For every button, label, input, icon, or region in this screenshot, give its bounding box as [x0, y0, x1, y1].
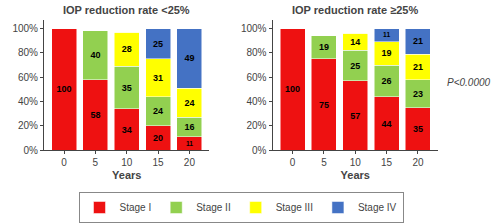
svg-text:28: 28 [122, 44, 132, 54]
svg-text:15: 15 [153, 157, 165, 168]
svg-text:10: 10 [350, 157, 362, 168]
svg-text:21: 21 [413, 62, 423, 72]
svg-text:24: 24 [184, 98, 194, 108]
svg-text:40%: 40% [247, 96, 267, 107]
svg-text:100: 100 [285, 84, 300, 94]
svg-text:0%: 0% [24, 145, 39, 156]
svg-text:0: 0 [61, 157, 67, 168]
svg-text:100%: 100% [12, 23, 38, 34]
svg-text:80%: 80% [18, 47, 38, 58]
svg-text:0: 0 [290, 157, 296, 168]
svg-text:26: 26 [382, 76, 392, 86]
svg-text:20: 20 [184, 157, 196, 168]
svg-text:20%: 20% [18, 120, 38, 131]
svg-text:19: 19 [319, 42, 329, 52]
svg-text:16: 16 [184, 122, 194, 132]
svg-text:Years: Years [341, 169, 370, 181]
svg-text:19: 19 [382, 48, 392, 58]
svg-text:75: 75 [319, 100, 329, 110]
svg-text:58: 58 [90, 110, 100, 120]
svg-text:P<0.0000: P<0.0000 [447, 77, 491, 88]
svg-text:35: 35 [413, 124, 423, 134]
svg-text:10: 10 [121, 157, 133, 168]
svg-text:Stage I: Stage I [120, 202, 152, 213]
svg-text:57: 57 [350, 111, 360, 121]
svg-text:44: 44 [382, 119, 392, 129]
svg-text:100: 100 [57, 84, 72, 94]
svg-text:IOP reduction rate ≥25%: IOP reduction rate ≥25% [292, 4, 418, 16]
svg-text:15: 15 [381, 157, 393, 168]
svg-text:31: 31 [153, 73, 163, 83]
svg-text:60%: 60% [18, 72, 38, 83]
svg-text:20%: 20% [247, 120, 267, 131]
svg-text:35: 35 [122, 83, 132, 93]
svg-text:Stage II: Stage II [196, 202, 230, 213]
svg-text:IOP reduction rate <25%: IOP reduction rate <25% [63, 4, 190, 16]
svg-text:20: 20 [412, 157, 424, 168]
svg-text:14: 14 [350, 37, 360, 47]
svg-text:40%: 40% [18, 96, 38, 107]
svg-text:20: 20 [153, 133, 163, 143]
svg-text:5: 5 [321, 157, 327, 168]
svg-text:80%: 80% [247, 47, 267, 58]
svg-text:34: 34 [122, 125, 132, 135]
svg-text:40: 40 [90, 50, 100, 60]
svg-text:60%: 60% [247, 72, 267, 83]
svg-text:Stage III: Stage III [276, 202, 313, 213]
svg-text:100%: 100% [241, 23, 267, 34]
svg-text:25: 25 [350, 61, 360, 71]
svg-text:23: 23 [413, 89, 423, 99]
svg-text:Stage IV: Stage IV [358, 202, 397, 213]
svg-text:11: 11 [186, 140, 193, 147]
svg-text:49: 49 [184, 53, 194, 63]
svg-text:5: 5 [93, 157, 99, 168]
svg-text:25: 25 [153, 39, 163, 49]
svg-text:0%: 0% [252, 145, 267, 156]
svg-text:11: 11 [383, 31, 390, 38]
svg-text:24: 24 [153, 106, 163, 116]
svg-text:Years: Years [112, 169, 141, 181]
svg-text:21: 21 [413, 36, 423, 46]
